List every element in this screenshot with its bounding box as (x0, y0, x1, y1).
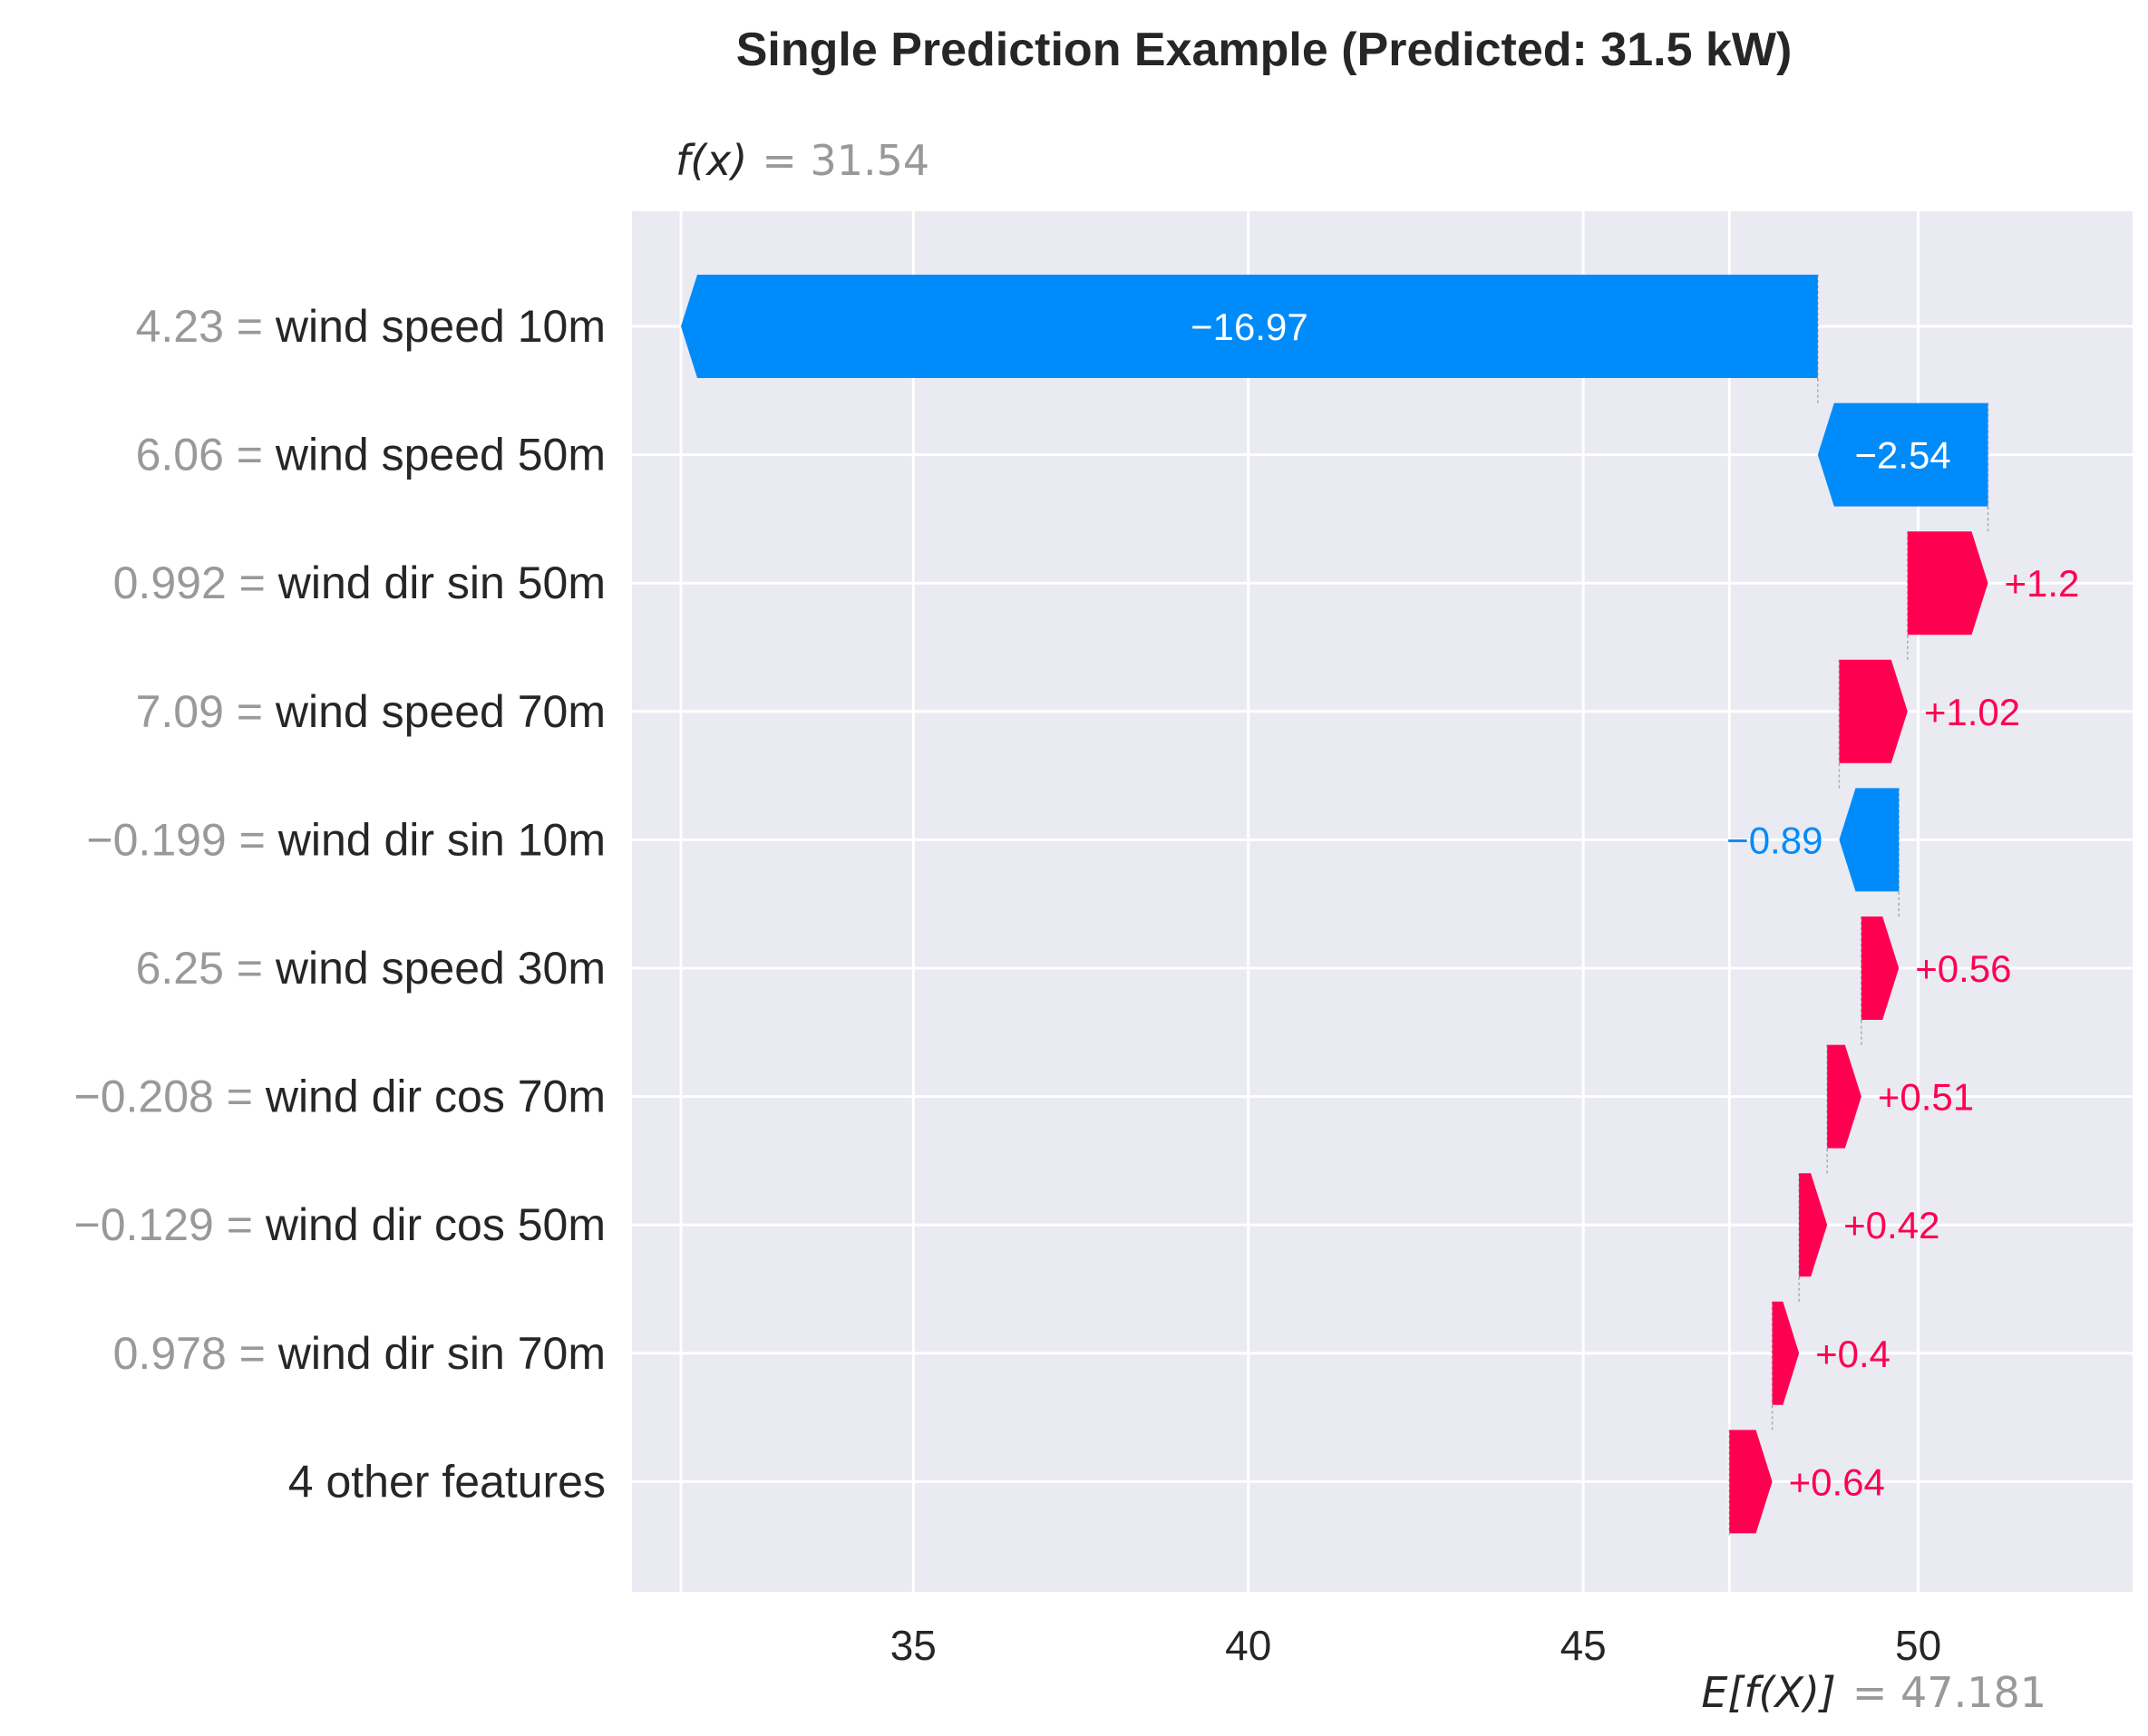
shap-bar (1799, 1173, 1828, 1277)
shap-bar (1729, 1430, 1773, 1534)
feature-name: wind dir cos 70m (265, 1072, 606, 1122)
fx-label: f(x) (676, 136, 747, 185)
shap-value-label: −0.89 (1726, 819, 1822, 861)
feature-value: −0.129 = (74, 1199, 266, 1250)
feature-name: wind speed 10m (275, 301, 606, 352)
feature-name: wind speed 50m (275, 430, 606, 480)
feature-value: 6.06 = (136, 430, 276, 480)
shap-bar (1827, 1044, 1861, 1149)
shap-value-label: +0.51 (1878, 1076, 1974, 1119)
shap-value-label: +0.56 (1915, 947, 2011, 990)
shap-value-label: −16.97 (1191, 305, 1308, 348)
feature-label: 0.978 = wind dir sin 70m (113, 1328, 606, 1379)
x-axis-ticks: 35 40 45 50 (890, 1622, 1941, 1669)
feature-label: −0.129 = wind dir cos 50m (74, 1199, 606, 1250)
shap-value-label: −2.54 (1855, 434, 1951, 477)
x-tick-label: 50 (1895, 1622, 1941, 1669)
feature-name: wind dir sin 10m (277, 814, 606, 865)
feature-name: wind dir sin 70m (277, 1328, 606, 1379)
feature-label: 4 other features (288, 1456, 606, 1507)
chart-title: Single Prediction Example (Predicted: 31… (736, 24, 1793, 76)
feature-label: 6.25 = wind speed 30m (136, 943, 606, 994)
base-label: E[f(X)] (1701, 1668, 1836, 1717)
feature-value: 0.978 = (113, 1328, 278, 1379)
feature-name: wind speed 70m (275, 686, 606, 737)
shap-value-label: +0.42 (1843, 1204, 1939, 1246)
fx-value: = 31.54 (762, 136, 929, 185)
base-value-annotation: E[f(X)] = 47.181 (1701, 1668, 2046, 1717)
feature-value: 4.23 = (136, 301, 276, 352)
feature-label: −0.199 = wind dir sin 10m (86, 814, 606, 865)
shap-bar (1772, 1301, 1800, 1405)
fx-annotation: f(x) = 31.54 (676, 136, 929, 185)
feature-label: 6.06 = wind speed 50m (136, 430, 606, 480)
feature-name: wind speed 30m (275, 943, 606, 994)
feature-name: 4 other features (288, 1456, 606, 1507)
x-tick-label: 40 (1225, 1622, 1271, 1669)
feature-value: −0.208 = (74, 1072, 266, 1122)
shap-value-label: +1.2 (2004, 562, 2079, 605)
feature-value: 7.09 = (136, 686, 276, 737)
base-value: = 47.181 (1852, 1668, 2046, 1717)
feature-label: 0.992 = wind dir sin 50m (113, 558, 606, 608)
shap-value-label: +1.02 (1924, 691, 2020, 733)
x-tick-label: 45 (1560, 1622, 1607, 1669)
feature-name: wind dir sin 50m (277, 558, 606, 608)
bars: −16.97 −2.54 +1.2 +1.02 −0.89 +0.56 +0.51 +0.42… (681, 275, 2079, 1534)
shap-bar (681, 275, 1818, 378)
shap-bar (1907, 531, 1988, 635)
feature-label: −0.208 = wind dir cos 70m (74, 1072, 606, 1122)
shap-bar (1861, 916, 1900, 1020)
feature-label: 7.09 = wind speed 70m (136, 686, 606, 737)
shap-bar (1839, 788, 1900, 892)
x-tick-label: 35 (890, 1622, 937, 1669)
y-axis-labels: 4.23 = wind speed 10m 6.06 = wind speed 5… (74, 301, 606, 1507)
shap-value-label: +0.64 (1789, 1460, 1885, 1503)
feature-value: 6.25 = (136, 943, 276, 994)
feature-label: 4.23 = wind speed 10m (136, 301, 606, 352)
shap-bar (1839, 659, 1908, 763)
shap-value-label: +0.4 (1815, 1333, 1890, 1375)
shap-bar (1817, 402, 1988, 507)
feature-value: 0.992 = (113, 558, 278, 608)
feature-name: wind dir cos 50m (265, 1199, 606, 1250)
feature-value: −0.199 = (86, 814, 277, 865)
